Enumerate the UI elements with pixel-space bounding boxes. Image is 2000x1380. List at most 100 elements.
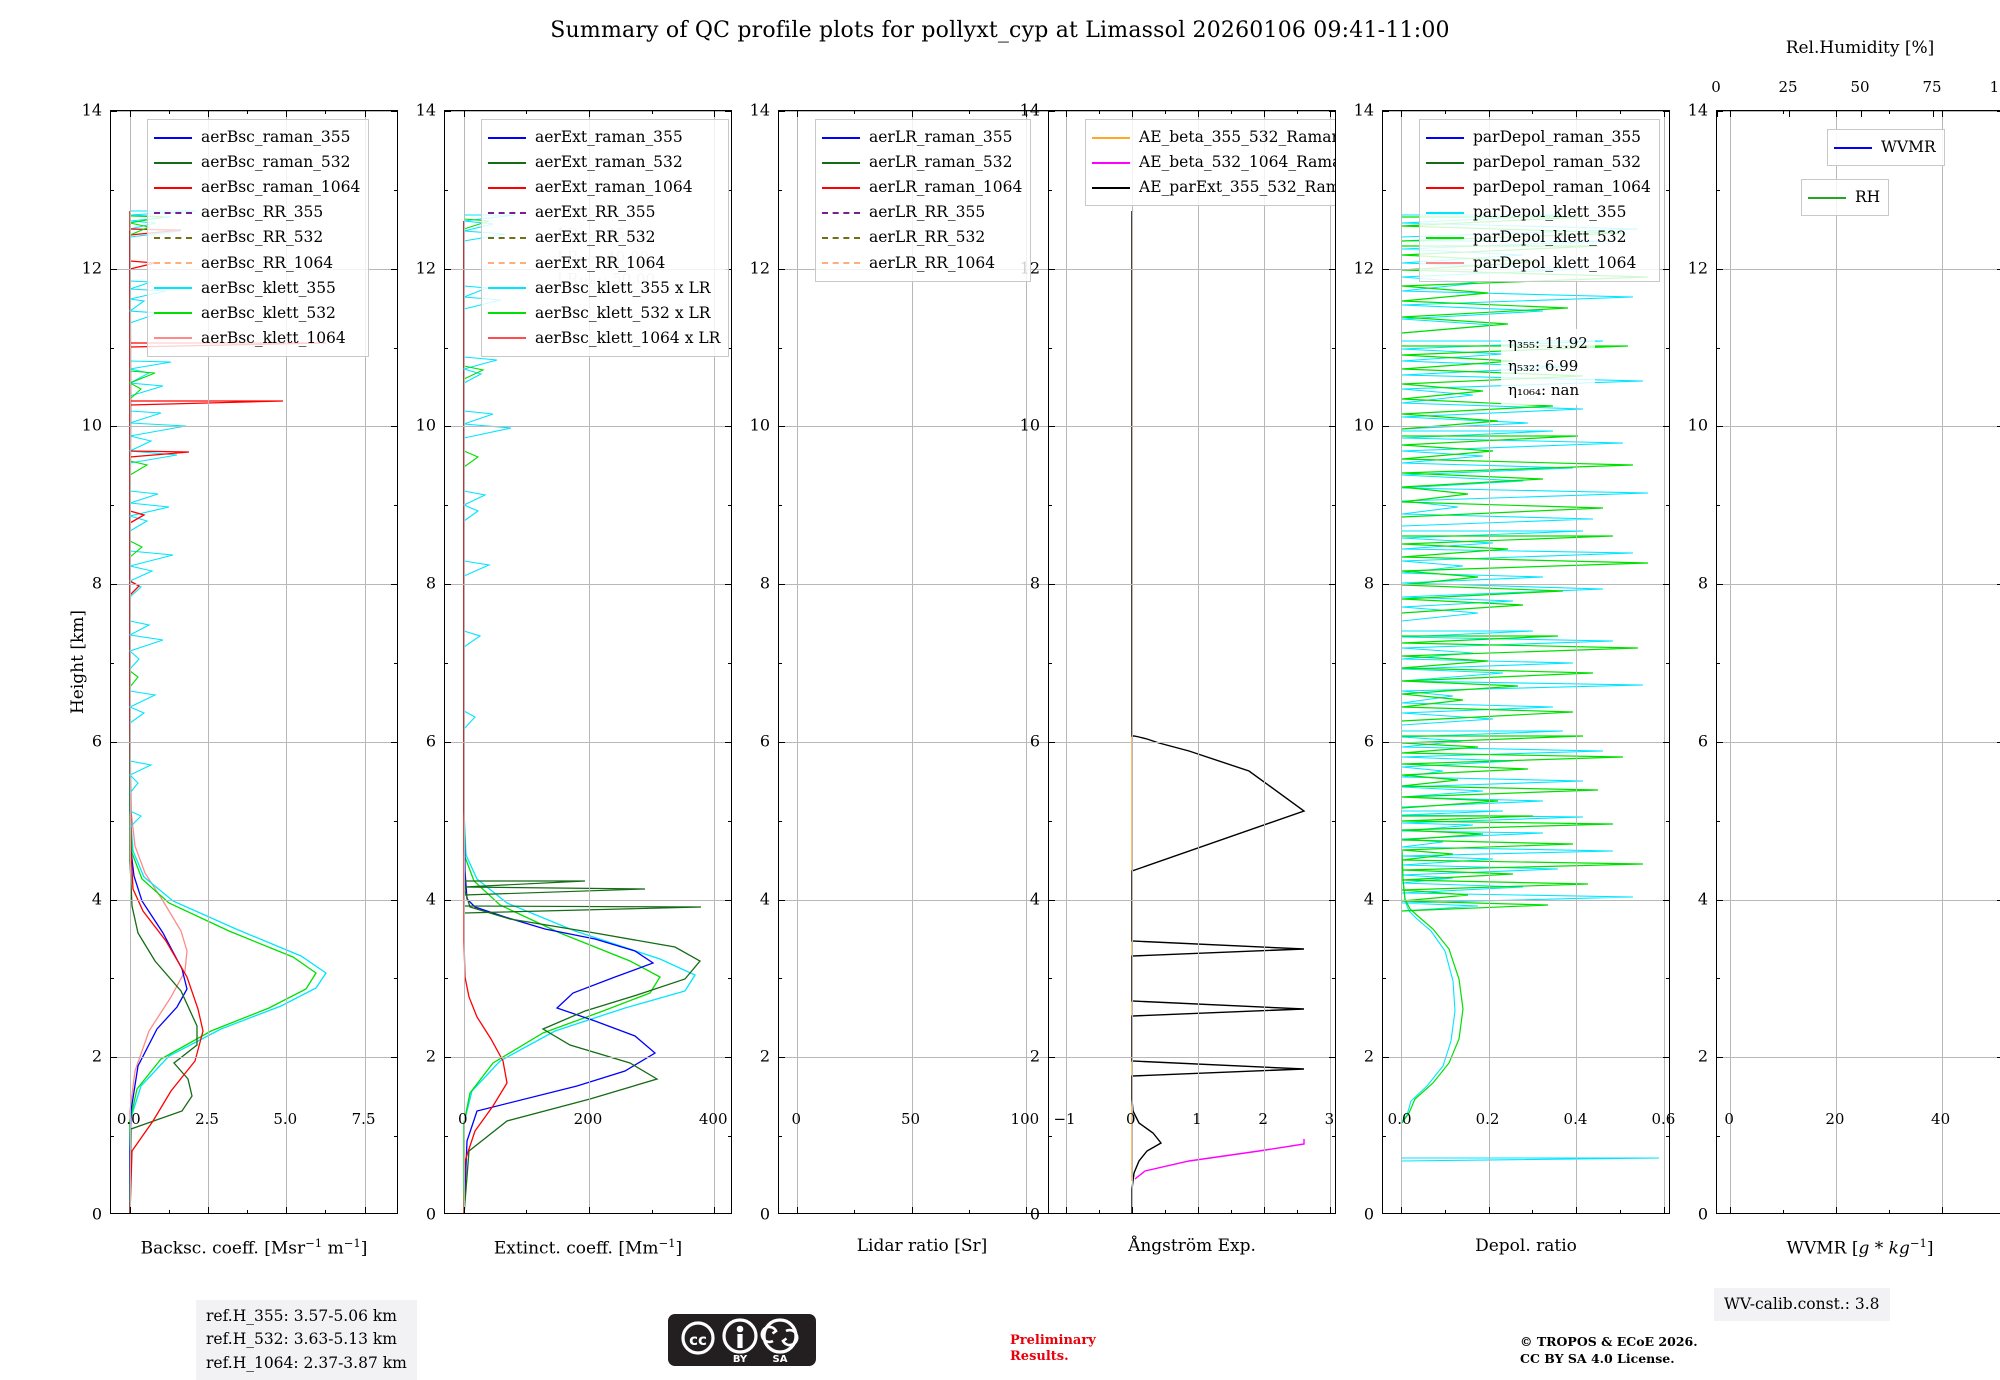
legend-item[interactable]: aerLR_raman_355 [822, 125, 1022, 150]
x-tick-top [714, 111, 716, 117]
panel-extinction[interactable]: LR₃₅₅: 45.00 LR₅₃₂: 40.00 LR₁₀₆₄: 50.00 … [444, 110, 732, 1214]
gridline-vertical [208, 111, 210, 1213]
legend-item[interactable]: aerExt_RR_532 [488, 225, 720, 250]
legend-item[interactable]: parDepol_raman_1064 [1426, 175, 1651, 200]
y-tick-right [725, 584, 731, 586]
legend-item[interactable]: aerLR_raman_1064 [822, 175, 1022, 200]
y-tick [445, 899, 451, 901]
legend-item[interactable]: parDepol_raman_532 [1426, 150, 1651, 175]
legend-item[interactable]: aerLR_raman_532 [822, 150, 1022, 175]
legend-backscatter[interactable]: aerBsc_raman_355 aerBsc_raman_532 aerBsc_r… [147, 119, 370, 357]
y-tick-right [725, 1057, 731, 1059]
legend-lidar-ratio[interactable]: aerLR_raman_355 aerLR_raman_532 aerLR_rama… [815, 119, 1032, 282]
legend-label: parDepol_klett_1064 [1473, 253, 1637, 272]
legend-item[interactable]: aerBsc_klett_355 [154, 276, 360, 301]
x-tick-minor [247, 1210, 249, 1213]
gridline-horizontal [1049, 426, 1335, 428]
gridline-vertical [1330, 111, 1332, 1213]
x-tick-label: 0 [1125, 1110, 1136, 1128]
y-tick-minor [394, 978, 397, 980]
x-tick-minor [651, 1210, 653, 1213]
legend-item[interactable]: aerBsc_klett_355 x LR [488, 276, 720, 301]
legend-label: parDepol_raman_355 [1473, 128, 1642, 146]
legend-item[interactable]: aerBsc_RR_355 [154, 200, 360, 225]
legend-color-swatch [822, 211, 860, 214]
x-tick-label: 50 [901, 1110, 921, 1128]
y-tick-right [1329, 111, 1335, 112]
legend-item[interactable]: aerExt_RR_355 [488, 200, 720, 225]
legend-item[interactable]: aerBsc_raman_355 [154, 125, 360, 150]
panel-depolarization[interactable]: η₃₅₅: 11.92 η₅₃₂: 6.99 η₁₀₆₄: nan parDep… [1382, 110, 1670, 1214]
legend-item[interactable]: aerBsc_klett_1064 x LR [488, 326, 720, 351]
y-tick-right [1997, 584, 2000, 586]
legend-color-swatch [488, 186, 526, 189]
legend-item[interactable]: parDepol_klett_532 [1426, 225, 1651, 250]
legend-extinction[interactable]: aerExt_raman_355 aerExt_raman_532 aerExt_r… [481, 119, 730, 357]
legend-item[interactable]: aerExt_RR_1064 [488, 251, 720, 276]
y-tick [1049, 111, 1055, 112]
legend-label: aerBsc_klett_1064 x LR [535, 328, 721, 347]
panel-angstrom[interactable]: AE_beta_355_532_Raman AE_beta_532_1064_Ra… [1048, 110, 1336, 1214]
legend-item[interactable]: aerBsc_raman_532 [154, 150, 360, 175]
x-tick-top [1330, 111, 1332, 117]
y-tick [1717, 741, 1723, 743]
gridline-horizontal [1717, 268, 2000, 270]
legend-item[interactable]: aerBsc_klett_532 [154, 301, 360, 326]
legend-item[interactable]: RH [1808, 185, 1880, 210]
legend-item[interactable]: aerLR_RR_1064 [822, 251, 1022, 276]
legend-label: parDepol_raman_1064 [1473, 178, 1651, 197]
y-tick-label: 8 [1029, 573, 1040, 593]
gridline-horizontal [445, 426, 731, 428]
legend-item[interactable]: WVMR [1834, 135, 1936, 160]
y-tick-minor [728, 505, 731, 507]
page-title: Summary of QC profile plots for pollyxt_… [550, 18, 1450, 43]
legend-item[interactable]: AE_parExt_355_532_Raman [1092, 175, 1335, 200]
y-tick-label: 2 [759, 1046, 770, 1066]
creative-commons-badge[interactable]: cc BY SA [668, 1314, 816, 1366]
gridline-horizontal [111, 426, 397, 428]
legend-item[interactable]: parDepol_klett_355 [1426, 200, 1651, 225]
legend-item[interactable]: aerBsc_RR_1064 [154, 251, 360, 276]
y-tick-label: 4 [1363, 889, 1374, 909]
legend-wvmr[interactable]: WVMR [1827, 129, 1945, 167]
legend-item[interactable]: aerExt_raman_1064 [488, 175, 720, 200]
legend-item[interactable]: aerExt_raman_532 [488, 150, 720, 175]
legend-item[interactable]: aerLR_RR_532 [822, 225, 1022, 250]
legend-item[interactable]: aerBsc_raman_1064 [154, 175, 360, 200]
legend-item[interactable]: aerExt_raman_355 [488, 125, 720, 150]
copyright-line-2: CC BY SA 4.0 License. [1520, 1350, 1675, 1366]
legend-item[interactable]: parDepol_klett_1064 [1426, 251, 1651, 276]
y-tick-label: 14 [749, 100, 770, 120]
copyright-note: © TROPOS & ECoE 2026. CC BY SA 4.0 Licen… [1520, 1334, 1698, 1368]
legend-depolarization[interactable]: parDepol_raman_355 parDepol_raman_532 parD… [1419, 119, 1660, 282]
y-tick-minor [779, 820, 782, 822]
y-tick [445, 741, 451, 743]
y-tick-minor [394, 1136, 397, 1138]
legend-item[interactable]: parDepol_raman_355 [1426, 125, 1651, 150]
legend-color-swatch [488, 337, 526, 340]
x-tick-label: 0.0 [1387, 1110, 1412, 1128]
y-tick-minor [1049, 978, 1052, 980]
y-tick-right [391, 1057, 397, 1059]
legend-label: aerExt_RR_355 [535, 203, 656, 222]
legend-label: aerLR_RR_532 [869, 228, 986, 247]
panel-wvmr[interactable]: WVMR RH [1716, 110, 2000, 1214]
legend-item[interactable]: aerBsc_klett_532 x LR [488, 301, 720, 326]
legend-color-swatch [154, 211, 192, 214]
legend-wvmr-rh[interactable]: RH [1801, 179, 1890, 217]
gridline-vertical [1264, 111, 1266, 1213]
legend-label: AE_parExt_355_532_Raman [1139, 178, 1335, 197]
legend-item[interactable]: aerBsc_klett_1064 [154, 326, 360, 351]
panel-lidar-ratio[interactable]: aerLR_raman_355 aerLR_raman_532 aerLR_rama… [778, 110, 1066, 1214]
legend-item[interactable]: AE_beta_355_532_Raman [1092, 125, 1335, 150]
legend-item[interactable]: aerLR_RR_355 [822, 200, 1022, 225]
x-tick [1065, 1207, 1067, 1213]
y-tick-minor [779, 347, 782, 349]
legend-item[interactable]: aerBsc_RR_532 [154, 225, 360, 250]
y-tick-right [1329, 1057, 1335, 1059]
y-tick-right [1997, 111, 2000, 112]
y-tick-right [1663, 268, 1669, 270]
panel-backscatter[interactable]: aerBsc_raman_355 aerBsc_raman_532 aerBsc_r… [110, 110, 398, 1214]
legend-item[interactable]: AE_beta_532_1064_Raman [1092, 150, 1335, 175]
legend-angstrom[interactable]: AE_beta_355_532_Raman AE_beta_532_1064_Ra… [1085, 119, 1335, 207]
